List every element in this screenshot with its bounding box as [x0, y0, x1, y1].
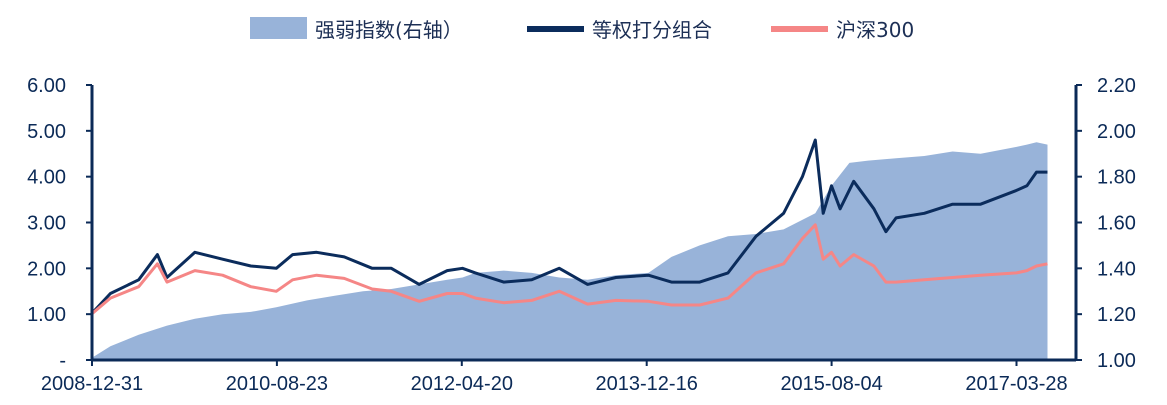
left-tick-label: - — [59, 350, 66, 372]
right-tick-label: 1.20 — [1097, 304, 1136, 326]
left-ticks: - 1.00 2.00 3.00 4.00 5.00 6.00 — [27, 75, 92, 372]
x-ticks: 2008-12-31 2010-08-23 2012-04-20 2013-12-16… — [41, 360, 1068, 395]
right-ticks: 1.00 1.20 1.40 1.60 1.80 2.00 2.20 — [1076, 75, 1136, 372]
left-tick-label: 4.00 — [27, 167, 66, 189]
x-tick-label: 2010-08-23 — [226, 373, 328, 395]
left-tick-label: 6.00 — [27, 75, 66, 97]
x-tick-label: 2017-03-28 — [965, 373, 1067, 395]
legend-swatch-csi300 — [771, 26, 828, 32]
right-tick-label: 1.80 — [1097, 167, 1136, 189]
left-tick-label: 3.00 — [27, 213, 66, 235]
legend-label-equal-weight-portfolio: 等权打分组合 — [592, 18, 712, 42]
legend: 强弱指数(右轴） 等权打分组合 沪深300 — [250, 17, 914, 42]
left-tick-label: 2.00 — [27, 258, 66, 280]
x-tick-label: 2013-12-16 — [596, 373, 698, 395]
x-tick-label: 2015-08-04 — [780, 373, 882, 395]
line-csi300 — [91, 223, 1048, 315]
right-tick-label: 2.20 — [1097, 75, 1136, 97]
right-tick-label: 1.60 — [1097, 213, 1136, 235]
x-tick-label: 2012-04-20 — [411, 373, 513, 395]
x-tick-label: 2008-12-31 — [41, 373, 143, 395]
left-tick-label: 1.00 — [27, 304, 66, 326]
right-tick-label: 2.00 — [1097, 121, 1136, 143]
line-equal-weight-portfolio — [90, 138, 1048, 315]
legend-swatch-equal-weight-portfolio — [527, 26, 584, 32]
legend-label-csi300: 沪深300 — [836, 18, 914, 42]
legend-swatch-strength-index — [250, 17, 307, 39]
left-tick-label: 5.00 — [27, 121, 66, 143]
area-strength-index — [92, 142, 1048, 360]
right-tick-label: 1.40 — [1097, 258, 1136, 280]
legend-label-strength-index: 强弱指数(右轴） — [315, 18, 463, 42]
plot-area — [90, 138, 1048, 360]
axes: -1.002.003.004.005.006.00 1.001.201.401.… — [27, 75, 1136, 395]
right-tick-label: 1.00 — [1097, 350, 1136, 372]
